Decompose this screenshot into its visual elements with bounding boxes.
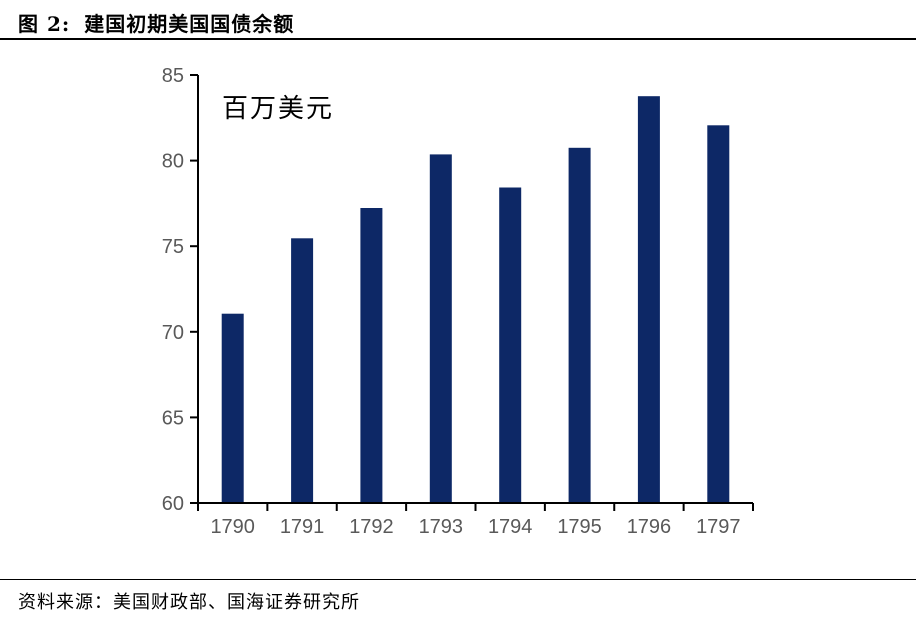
y-tick-label: 70	[162, 322, 184, 344]
x-tick-label: 1796	[627, 516, 672, 538]
x-tick-label: 1795	[557, 516, 602, 538]
debt-bar-chart: 60 65 70 75 80 85 1790 1791 1792 1793 1794 1795 1796…	[162, 65, 754, 538]
y-tick-label: 75	[162, 236, 184, 258]
bar-1794	[499, 187, 522, 503]
bar-1797	[707, 125, 730, 504]
figure-title-text: 建国初期美国国债余额	[84, 12, 295, 36]
bar-1790	[221, 313, 244, 503]
bar-1793	[429, 154, 452, 503]
y-tick-label: 65	[162, 407, 184, 429]
footer-divider-line	[0, 579, 916, 580]
bar-1791	[291, 238, 314, 504]
x-tick-label: 1797	[696, 516, 741, 538]
x-tick-label: 1792	[349, 516, 394, 538]
bar-1796	[637, 96, 660, 503]
figure-title: 图 2: 建国初期美国国债余额	[18, 8, 294, 37]
figure-number: 图 2:	[18, 12, 71, 36]
x-tick-label: 1790	[210, 516, 255, 538]
axis-unit-label: 百万美元	[222, 94, 335, 124]
bar-chart-area: 60 65 70 75 80 85 1790 1791 1792 1793 1794 1795 1796…	[0, 42, 916, 558]
title-divider-line	[0, 38, 916, 40]
x-tick-label: 1791	[280, 516, 325, 538]
bar-1792	[360, 208, 383, 503]
x-tick-label: 1793	[419, 516, 464, 538]
y-tick-label: 85	[162, 65, 184, 87]
y-tick-label: 80	[162, 151, 184, 173]
x-tick-label: 1794	[488, 516, 533, 538]
data-source-note: 资料来源：美国财政部、国海证券研究所	[18, 592, 360, 613]
bar-1795	[568, 147, 591, 504]
y-tick-label: 60	[162, 493, 184, 515]
